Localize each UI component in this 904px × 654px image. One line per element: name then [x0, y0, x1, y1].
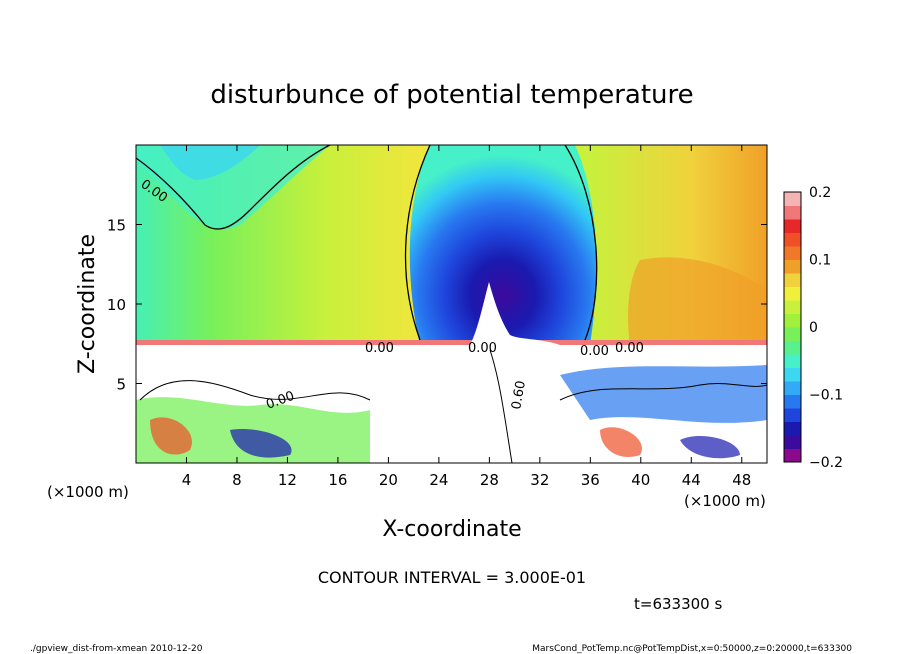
- colorbar-swatch: [784, 367, 801, 382]
- colorbar-swatch: [784, 448, 801, 463]
- x-tick-label: 48: [732, 471, 751, 489]
- y-tick-label: 10: [107, 296, 126, 314]
- colorbar-swatch: [784, 340, 801, 355]
- colorbar-tick-label: −0.2: [809, 455, 843, 471]
- colorbar-swatch: [784, 394, 801, 409]
- x-units-right: (×1000 m): [684, 492, 766, 510]
- colorbar-swatch: [784, 205, 801, 220]
- footer-right: MarsCond_PotTemp.nc@PotTempDist,x=0:5000…: [532, 644, 852, 654]
- contour-lower-1: [139, 380, 371, 401]
- x-tick-label: 24: [429, 471, 448, 489]
- colorbar: [784, 192, 801, 463]
- colorbar-tick-label: 0: [809, 320, 818, 336]
- colorbar-tick-label: 0.1: [809, 253, 831, 269]
- colorbar-swatch: [784, 259, 801, 274]
- heatmap-cold-plume: [409, 145, 597, 345]
- x-tick-label: 36: [581, 471, 600, 489]
- y-tick-label: 15: [107, 217, 126, 235]
- time-text: t=633300 s: [634, 595, 722, 613]
- colorbar-tick-label: −0.1: [809, 388, 843, 404]
- colorbar-swatch: [784, 381, 801, 395]
- contour-label: 0.00: [365, 341, 394, 356]
- colorbar-swatch: [784, 435, 801, 449]
- heatmap-lower-cool: [560, 365, 767, 423]
- colorbar-swatch: [784, 354, 801, 368]
- x-tick-label: 20: [379, 471, 398, 489]
- y-axis: 5 10 15: [107, 217, 767, 394]
- contour-zero-plume-left: [404, 145, 431, 341]
- heatmap-cold-core-upper-left: [160, 145, 260, 180]
- x-tick-label: 32: [530, 471, 549, 489]
- chart-title: disturbunce of potential temperature: [210, 80, 693, 110]
- plot-area: [136, 145, 767, 463]
- colorbar-swatch: [784, 246, 801, 260]
- x-tick-label: 16: [328, 471, 347, 489]
- colorbar-swatch: [784, 192, 801, 206]
- contour-zero-left: [136, 145, 331, 230]
- colorbar-swatch: [784, 232, 801, 247]
- heatmap-warm-region-right: [628, 257, 767, 345]
- colorbar-tick-label: 0.2: [809, 185, 831, 201]
- colorbar-swatch: [784, 421, 801, 436]
- x-tick-label: 8: [232, 471, 242, 489]
- x-tick-label: 28: [480, 471, 499, 489]
- x-axis-label: X-coordinate: [382, 517, 521, 542]
- colorbar-swatch: [784, 327, 801, 341]
- contour-lower-2: [559, 383, 767, 401]
- x-tick-label: 12: [278, 471, 297, 489]
- heatmap-boundary-layer: [136, 340, 767, 345]
- colorbar-swatch: [784, 300, 801, 314]
- contour-plume-060: [489, 349, 513, 463]
- colorbar-ticks: 0.2 0.1 0 −0.1 −0.2: [809, 185, 843, 471]
- colorbar-swatch: [784, 219, 801, 233]
- contour-interval-text: CONTOUR INTERVAL = 3.000E-01: [318, 568, 586, 587]
- footer-left: ./gpview_dist-from-xmean 2010-12-20: [30, 644, 203, 654]
- colorbar-swatch: [784, 408, 801, 422]
- x-units-left: (×1000 m): [47, 483, 129, 501]
- x-tick-label: 44: [682, 471, 701, 489]
- heatmap-lower-blue: [230, 429, 740, 459]
- x-tick-label: 40: [631, 471, 650, 489]
- contour-label: 0.00: [580, 344, 609, 359]
- colorbar-swatch: [784, 313, 801, 328]
- colorbar-swatch: [784, 273, 801, 287]
- contour-zero-plume-right: [564, 145, 598, 341]
- contour-label: 0.60: [509, 380, 529, 411]
- x-tick-label: 4: [182, 471, 192, 489]
- colorbar-frame: [783, 191, 802, 463]
- y-tick-label: 5: [116, 376, 126, 394]
- y-axis-label: Z-coordinate: [75, 234, 100, 374]
- contour-label: 0.00: [615, 341, 644, 356]
- contour-label: 0.00: [468, 341, 497, 356]
- heatmap-warm-plume: [470, 282, 560, 463]
- colorbar-swatch: [784, 286, 801, 301]
- x-axis: 4 8 12 16 20 24 28 32 36 40 44 48: [182, 145, 751, 489]
